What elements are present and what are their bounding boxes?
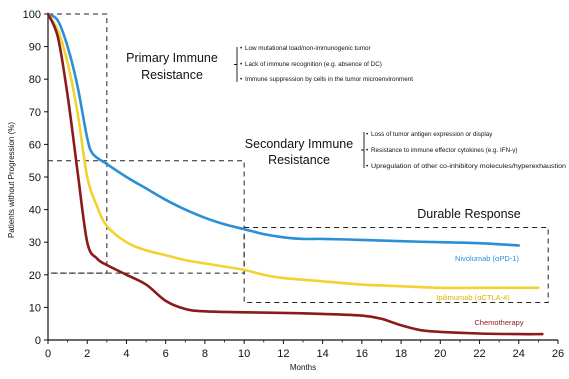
- x-tick-label: 16: [356, 348, 368, 360]
- x-axis-label: Months: [290, 363, 316, 372]
- secondary-bullet-2: Resistance to immune effector cytokines …: [371, 147, 518, 154]
- y-axis-label: Patients without Progression (%): [7, 122, 16, 238]
- secondary-bullet-marker-3: •: [366, 163, 368, 170]
- x-tick-label: 14: [316, 348, 328, 360]
- series-label-ipilimumab: Ipilimumab (αCTLA-4): [436, 293, 510, 302]
- x-tick-label: 22: [473, 348, 485, 360]
- secondary-bullet-marker-2: •: [366, 147, 368, 154]
- primary-bullet-marker-3: •: [240, 76, 242, 83]
- x-tick-label: 4: [123, 348, 129, 360]
- y-tick-label: 80: [29, 74, 41, 86]
- secondary-bullet-marker-1: •: [366, 131, 368, 138]
- durable-response-title: Durable Response: [417, 207, 521, 221]
- y-tick-label: 70: [29, 107, 41, 119]
- y-tick-label: 10: [29, 302, 41, 314]
- x-tick-label: 0: [45, 348, 51, 360]
- y-tick-label: 30: [29, 237, 41, 249]
- x-tick-label: 10: [238, 348, 250, 360]
- y-tick-label: 90: [29, 42, 41, 54]
- secondary-resistance-annotation: Secondary Immune Resistance • Loss of tu…: [245, 131, 567, 170]
- series-label-nivolumab: Nivolumab (αPD-1): [455, 254, 519, 263]
- x-tick-label: 8: [202, 348, 208, 360]
- primary-brace: [234, 47, 238, 82]
- primary-bullet-1: Low mutational load/non-immunogenic tumo…: [245, 45, 371, 52]
- secondary-bullet-3: Upregulation of other co-inhibitory mole…: [371, 163, 567, 170]
- primary-bullet-marker-2: •: [240, 61, 242, 68]
- secondary-brace: [361, 132, 365, 168]
- primary-title-line-1: Primary Immune: [126, 51, 218, 65]
- x-tick-label: 6: [163, 348, 169, 360]
- secondary-title-line-2: Resistance: [268, 153, 330, 167]
- primary-bullet-2: Lack of immune recognition (e.g. absence…: [245, 61, 382, 68]
- primary-bullet-marker-1: •: [240, 45, 242, 52]
- x-tick-label: 20: [434, 348, 446, 360]
- y-tick-label: 60: [29, 139, 41, 151]
- secondary-bullet-1: Loss of tumor antigen expression or disp…: [371, 131, 493, 138]
- region-box-2: [243, 227, 549, 304]
- series-label-chemotherapy: Chemotherapy: [474, 318, 523, 327]
- series-line-2: [46, 12, 544, 336]
- x-tick-label: 12: [277, 348, 289, 360]
- x-tick-label: 2: [84, 348, 90, 360]
- secondary-title-line-1: Secondary Immune: [245, 137, 353, 151]
- region-box-0: [47, 13, 108, 274]
- y-tick-label: 20: [29, 270, 41, 282]
- x-tick-label: 24: [513, 348, 525, 360]
- y-tick-label: 100: [23, 9, 41, 21]
- y-tick-label: 50: [29, 172, 41, 184]
- series-line-1: [46, 12, 540, 290]
- primary-bullet-3: Immune suppression by cells in the tumor…: [245, 76, 413, 83]
- series-line-0: [46, 12, 521, 247]
- primary-title-line-2: Resistance: [141, 68, 203, 82]
- y-tick-label: 40: [29, 205, 41, 217]
- primary-resistance-annotation: Primary Immune Resistance • Low mutation…: [126, 45, 413, 83]
- series-lines: [46, 12, 544, 336]
- x-tick-label: 18: [395, 348, 407, 360]
- y-tick-label: 0: [35, 335, 41, 347]
- x-tick-label: 26: [552, 348, 564, 360]
